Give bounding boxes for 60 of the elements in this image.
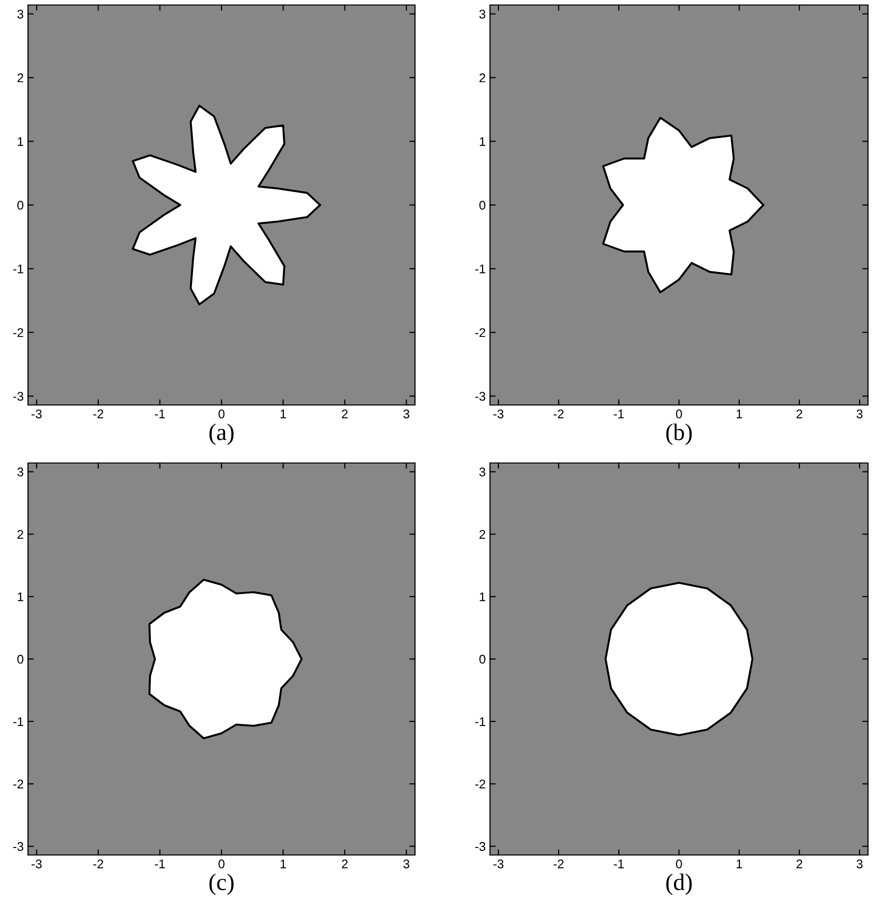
- y-tick-label: 0: [17, 200, 24, 210]
- x-tick-label: -1: [154, 410, 165, 418]
- y-tick-label: -2: [475, 328, 486, 337]
- x-tick-label: 1: [280, 410, 286, 418]
- y-tick-label: 1: [480, 592, 486, 602]
- y-tick-label: 1: [18, 137, 24, 146]
- x-tick-label: -2: [554, 859, 564, 868]
- x-tick-label: 3: [856, 859, 862, 868]
- x-tick-label: 2: [342, 409, 348, 418]
- x-tick-label: 0: [676, 859, 682, 868]
- y-tick-label: 3: [17, 468, 24, 476]
- y-tick-label: -2: [475, 780, 486, 788]
- y-tick-label: -1: [13, 717, 24, 726]
- x-tick-label: -2: [93, 409, 104, 418]
- y-tick-label: 3: [479, 10, 486, 19]
- y-tick-label: 3: [17, 10, 24, 19]
- y-tick-label: 2: [480, 73, 486, 82]
- y-tick-label: -2: [13, 780, 24, 788]
- x-tick-label: 2: [796, 409, 802, 418]
- y-tick-label: -3: [475, 392, 486, 401]
- x-tick-label: -3: [32, 859, 42, 868]
- y-tick-label: 3: [479, 468, 486, 476]
- x-tick-label: -3: [493, 859, 504, 868]
- x-tick-label: 1: [736, 410, 742, 418]
- x-tick-label: 0: [676, 409, 682, 418]
- x-tick-label: -2: [554, 409, 564, 418]
- y-tick-label: 2: [18, 530, 24, 539]
- x-tick-label: -1: [614, 860, 624, 868]
- x-tick-label: -3: [493, 409, 504, 418]
- y-tick-label: 0: [17, 654, 24, 664]
- y-tick-label: 1: [480, 137, 486, 146]
- x-tick-label: 3: [403, 859, 410, 868]
- y-tick-label: -3: [13, 392, 24, 401]
- y-tick-label: 0: [479, 654, 486, 664]
- y-tick-label: -2: [13, 328, 24, 337]
- x-tick-label: 3: [856, 409, 862, 418]
- x-tick-label: 2: [342, 859, 348, 868]
- x-tick-label: 2: [796, 859, 802, 868]
- y-tick-label: -1: [475, 264, 486, 274]
- x-tick-label: 0: [218, 859, 224, 868]
- y-tick-label: -3: [13, 842, 24, 851]
- x-axis-title: (b): [666, 424, 692, 446]
- x-tick-label: 1: [736, 860, 742, 868]
- x-axis-title: (a): [209, 424, 234, 446]
- x-tick-label: -1: [614, 410, 624, 418]
- x-tick-label: -2: [93, 859, 104, 868]
- y-tick-label: 0: [479, 200, 486, 210]
- y-tick-label: 2: [18, 73, 24, 82]
- y-tick-label: 2: [480, 530, 486, 539]
- x-tick-label: -1: [154, 860, 165, 868]
- x-tick-label: 1: [280, 860, 286, 868]
- x-axis-title: (c): [209, 874, 234, 896]
- y-tick-label: 1: [18, 592, 24, 602]
- x-axis-title: (d): [666, 874, 692, 896]
- y-tick-label: -1: [13, 264, 24, 274]
- y-tick-label: -3: [475, 842, 486, 851]
- x-tick-label: 0: [218, 409, 224, 418]
- x-tick-label: -3: [32, 409, 42, 418]
- y-tick-label: -1: [475, 717, 486, 726]
- x-tick-label: 3: [403, 409, 410, 418]
